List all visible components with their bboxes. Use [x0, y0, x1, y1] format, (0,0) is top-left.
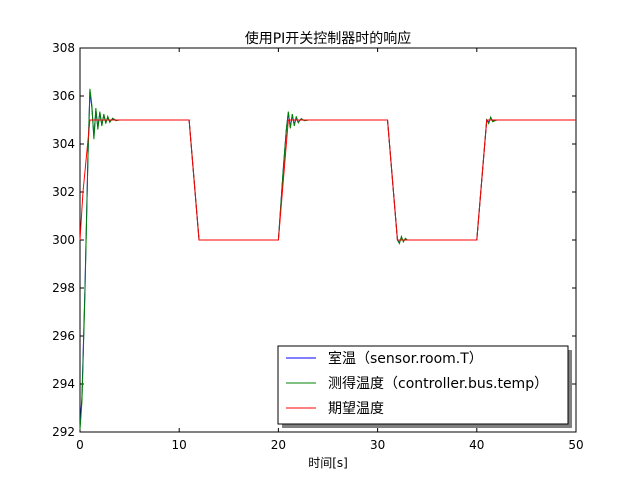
y-tick-label: 292	[52, 425, 75, 439]
legend: 室温（sensor.room.T） 测得温度（controller.bus.tem…	[277, 345, 572, 428]
legend-label-measured-temp: 测得温度（controller.bus.temp）	[328, 375, 548, 392]
y-tick-label: 306	[52, 89, 75, 103]
legend-box	[277, 345, 569, 425]
y-tick-label: 304	[52, 137, 75, 151]
chart-title: 使用PI开关控制器时的响应	[245, 30, 412, 47]
axis-ticks: 0 10 20 30 40 50 292 294 296 298 300 302 304 306 308	[52, 41, 584, 452]
x-tick-label: 30	[370, 438, 385, 452]
legend-items: 室温（sensor.room.T） 测得温度（controller.bus.tem…	[286, 350, 548, 417]
y-tick-label: 300	[52, 233, 75, 247]
series-lines	[79, 88, 576, 430]
y-tick-label: 296	[52, 329, 75, 343]
legend-label-desired-temp: 期望温度	[328, 401, 384, 417]
series-line-desired-temp	[79, 119, 576, 241]
x-tick-label: 0	[76, 438, 84, 452]
legend-label-room-temp: 室温（sensor.room.T）	[328, 350, 483, 367]
x-axis-label: 时间[s]	[308, 456, 348, 470]
y-tick-label: 294	[52, 377, 75, 391]
y-tick-label: 298	[52, 281, 75, 295]
y-tick-label: 302	[52, 185, 75, 199]
x-tick-label: 50	[568, 438, 583, 452]
x-tick-label: 10	[172, 438, 187, 452]
y-tick-label: 308	[52, 41, 75, 55]
x-tick-label: 40	[469, 438, 484, 452]
x-tick-label: 20	[271, 438, 286, 452]
